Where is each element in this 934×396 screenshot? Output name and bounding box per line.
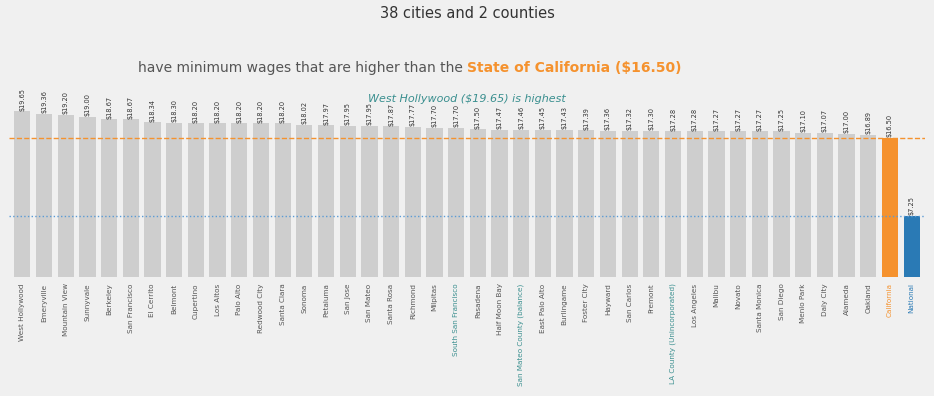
Text: $17.70: $17.70	[432, 104, 437, 127]
Text: $18.67: $18.67	[106, 96, 112, 119]
Text: $17.95: $17.95	[366, 102, 373, 125]
Text: $18.20: $18.20	[193, 100, 199, 123]
Text: $18.20: $18.20	[279, 100, 286, 123]
Bar	[730, 131, 746, 277]
Bar	[448, 128, 464, 277]
Text: $18.67: $18.67	[128, 96, 134, 119]
Bar	[404, 127, 421, 277]
Bar	[296, 125, 313, 277]
Text: $17.27: $17.27	[735, 107, 741, 131]
Bar	[557, 130, 573, 277]
Text: $17.10: $17.10	[800, 109, 806, 132]
Text: $19.36: $19.36	[41, 90, 47, 113]
Bar	[166, 123, 182, 277]
Bar	[578, 130, 594, 277]
Bar	[491, 129, 508, 277]
Text: $17.36: $17.36	[605, 107, 611, 130]
Bar	[600, 131, 616, 277]
Bar	[708, 131, 725, 277]
Text: West Hollywood ($19.65) is highest: West Hollywood ($19.65) is highest	[368, 94, 566, 104]
Bar	[903, 216, 920, 277]
Text: $17.70: $17.70	[453, 104, 460, 127]
Bar	[816, 133, 833, 277]
Text: $18.20: $18.20	[215, 100, 220, 123]
Text: $17.43: $17.43	[561, 106, 568, 129]
Text: $19.65: $19.65	[20, 88, 25, 110]
Bar	[188, 124, 204, 277]
Bar	[58, 115, 74, 277]
Bar	[275, 124, 290, 277]
Text: $17.00: $17.00	[843, 110, 850, 133]
Text: $19.20: $19.20	[63, 91, 69, 114]
Text: $17.25: $17.25	[779, 108, 785, 131]
Text: $17.27: $17.27	[757, 107, 763, 131]
Text: $18.02: $18.02	[302, 101, 307, 124]
Text: $17.45: $17.45	[540, 106, 545, 129]
Bar	[860, 135, 876, 277]
Bar	[209, 124, 226, 277]
Bar	[14, 111, 31, 277]
Bar	[318, 126, 334, 277]
Bar	[79, 117, 95, 277]
Text: 38 cities and 2 counties: 38 cities and 2 counties	[379, 6, 555, 21]
Text: $18.20: $18.20	[236, 100, 242, 123]
Bar	[773, 131, 789, 277]
Bar	[752, 131, 768, 277]
Text: $18.34: $18.34	[149, 99, 155, 122]
Text: $17.30: $17.30	[648, 107, 655, 130]
Bar	[513, 130, 530, 277]
Bar	[470, 129, 486, 277]
Bar	[361, 126, 377, 277]
Bar	[145, 122, 161, 277]
Bar	[340, 126, 356, 277]
Text: $17.77: $17.77	[410, 103, 416, 126]
Text: $17.87: $17.87	[389, 103, 394, 126]
Bar	[122, 120, 139, 277]
Bar	[101, 120, 118, 277]
Text: $17.46: $17.46	[518, 106, 524, 129]
Text: $17.39: $17.39	[584, 107, 589, 129]
Bar	[383, 126, 399, 277]
Text: have minimum wages that are higher than the: have minimum wages that are higher than …	[137, 61, 467, 75]
Text: $16.50: $16.50	[887, 114, 893, 137]
Text: $17.28: $17.28	[692, 107, 698, 131]
Bar	[35, 114, 52, 277]
Bar	[686, 131, 703, 277]
Bar	[882, 138, 899, 277]
Bar	[621, 131, 638, 277]
Text: $18.30: $18.30	[171, 99, 177, 122]
Bar	[535, 130, 551, 277]
Text: State of California ($16.50): State of California ($16.50)	[467, 61, 682, 75]
Text: $19.00: $19.00	[84, 93, 91, 116]
Bar	[231, 124, 248, 277]
Bar	[426, 128, 443, 277]
Text: $17.28: $17.28	[670, 107, 676, 131]
Text: $17.07: $17.07	[822, 109, 828, 132]
Text: $17.27: $17.27	[714, 107, 719, 131]
Text: $16.89: $16.89	[865, 111, 871, 134]
Bar	[665, 131, 681, 277]
Text: $18.20: $18.20	[258, 100, 264, 123]
Bar	[839, 133, 855, 277]
Text: $17.95: $17.95	[345, 102, 350, 125]
Text: $17.97: $17.97	[323, 102, 329, 125]
Text: $17.50: $17.50	[474, 106, 481, 129]
Bar	[253, 124, 269, 277]
Text: $7.25: $7.25	[909, 196, 914, 215]
Text: $17.32: $17.32	[627, 107, 632, 130]
Text: $17.47: $17.47	[497, 106, 502, 129]
Bar	[795, 133, 812, 277]
Bar	[644, 131, 659, 277]
